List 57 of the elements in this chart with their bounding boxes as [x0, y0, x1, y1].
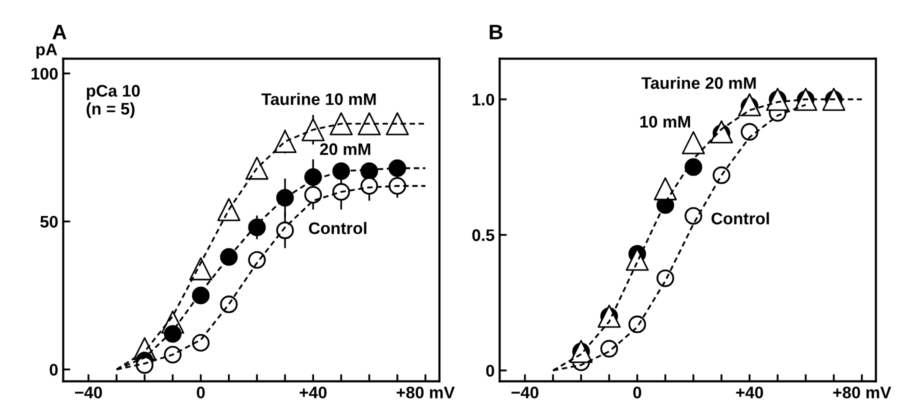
point — [684, 207, 702, 225]
y-tick-label: 0 — [50, 364, 58, 376]
point — [738, 93, 762, 116]
point — [276, 222, 294, 240]
annotation: pCa 10 (n = 5) — [86, 84, 140, 118]
x-tick-label: +80 mV — [833, 386, 892, 398]
point — [220, 296, 238, 314]
point — [656, 269, 674, 288]
point — [276, 188, 294, 207]
y-axis-title: pA — [36, 44, 58, 59]
chart-title: B — [490, 24, 502, 40]
annotation: Taurine 10 mM — [262, 92, 376, 106]
point — [192, 286, 210, 304]
point — [710, 120, 734, 144]
point — [332, 183, 350, 201]
x-tick-label: 0 — [633, 386, 642, 398]
point — [740, 123, 758, 141]
point — [682, 131, 705, 154]
point — [220, 248, 238, 266]
point — [245, 156, 268, 180]
x-tick-label: −40 — [75, 386, 102, 398]
x-tick-label: 0 — [196, 386, 205, 398]
x-tick-label: +40 — [736, 386, 764, 398]
point — [628, 316, 646, 334]
point — [600, 340, 618, 358]
point — [330, 112, 353, 136]
x-tick-label: +40 — [300, 386, 327, 398]
point — [304, 186, 322, 204]
point — [684, 158, 702, 176]
y-tick-label: 1.0 — [472, 94, 494, 106]
point — [217, 198, 240, 222]
point — [302, 118, 325, 142]
point — [712, 166, 730, 184]
point — [164, 346, 182, 364]
y-tick-label: 100 — [32, 68, 58, 80]
point — [388, 159, 406, 177]
point — [248, 251, 266, 269]
annotation: Control — [712, 212, 769, 224]
x-tick-label: −40 — [511, 386, 538, 398]
annotation: Taurine 20 mM — [642, 76, 756, 89]
point — [388, 177, 406, 195]
annotation: 10 mM — [640, 116, 690, 128]
point — [386, 112, 409, 136]
point — [358, 112, 381, 136]
point — [248, 218, 266, 236]
point — [164, 325, 182, 343]
y-tick-label: 50 — [40, 216, 58, 228]
chart-title: A — [52, 24, 66, 40]
annotation: 20 mM — [320, 143, 370, 156]
point — [274, 130, 297, 154]
y-tick-label: 0 — [486, 364, 494, 377]
x-tick-label: +80 mV — [396, 386, 455, 398]
point — [192, 334, 210, 352]
point — [654, 177, 677, 200]
annotation: Control — [308, 222, 366, 234]
y-tick-label: 0.5 — [472, 229, 494, 242]
point — [360, 177, 378, 195]
